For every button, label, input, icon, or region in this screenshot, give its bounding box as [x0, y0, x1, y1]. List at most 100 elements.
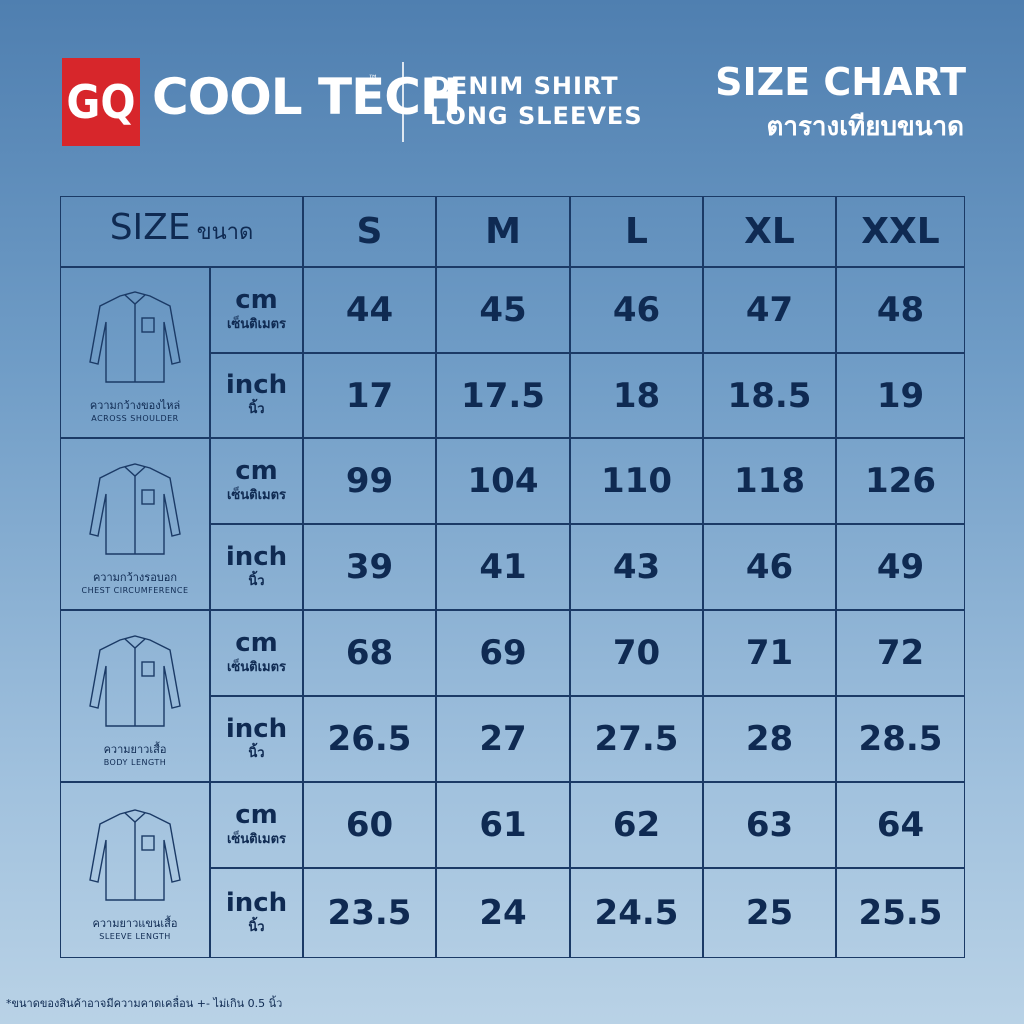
measure-cell: ความกว้างของไหล่ ACROSS SHOULDER [60, 267, 210, 438]
value-cell: 47 [703, 267, 836, 353]
size-header: S [303, 196, 436, 267]
value-cell: 41 [436, 524, 570, 610]
unit-label-th: นิ้ว [248, 573, 265, 589]
size-value: 45 [479, 290, 527, 330]
title: SIZE CHART [715, 60, 966, 104]
unit-label: cm [235, 284, 278, 315]
unit-cell: inch นิ้ว [210, 524, 303, 610]
size-value: 24.5 [594, 893, 679, 933]
value-cell: 110 [570, 438, 703, 524]
size-value: 62 [612, 805, 661, 845]
subtitle: ตารางเทียบขนาด [766, 112, 964, 142]
value-cell: 44 [303, 267, 436, 353]
measure-label-th: ความยาวแขนเสื้อ [92, 916, 178, 930]
unit-label: inch [225, 887, 288, 918]
unit-label-th: เซ็นติเมตร [226, 316, 287, 332]
value-cell: 25 [703, 868, 836, 958]
unit-cell: inch นิ้ว [210, 868, 303, 958]
size-value: 68 [345, 633, 394, 673]
size-value: 47 [745, 290, 794, 330]
value-cell: 18.5 [703, 353, 836, 438]
value-cell: 27 [436, 696, 570, 782]
value-cell: 70 [570, 610, 703, 696]
unit-cell: inch นิ้ว [210, 696, 303, 782]
value-cell: 99 [303, 438, 436, 524]
size-value: 19 [876, 375, 925, 416]
unit-label: cm [235, 799, 278, 830]
value-cell: 48 [836, 267, 965, 353]
size-label: L [625, 211, 648, 252]
unit-label-th: เซ็นติเมตร [226, 487, 287, 503]
value-cell: 17.5 [436, 353, 570, 438]
corner-label: SIZE [109, 207, 191, 248]
size-value: 49 [876, 547, 925, 587]
size-value: 44 [345, 290, 394, 330]
size-value: 63 [745, 805, 794, 845]
size-value: 99 [345, 461, 394, 501]
divider [402, 62, 404, 142]
unit-cell: cm เซ็นติเมตร [210, 782, 303, 868]
size-value: 110 [601, 461, 672, 501]
shirt-icon [89, 808, 181, 901]
value-cell: 24 [436, 868, 570, 958]
size-value: 28.5 [858, 719, 943, 759]
measure-label: SLEEVE LENGTH [99, 931, 171, 941]
size-header: XXL [836, 196, 965, 267]
size-value: 39 [345, 547, 394, 587]
measure-cell: ความกว้างรอบอก CHEST CIRCUMFERENCE [60, 438, 210, 610]
size-label: S [356, 211, 383, 252]
unit-label: cm [235, 627, 278, 658]
unit-cell: cm เซ็นติเมตร [210, 267, 303, 353]
logo: GQ [62, 58, 140, 146]
value-cell: 23.5 [303, 868, 436, 958]
value-cell: 62 [570, 782, 703, 868]
shirt-icon [89, 462, 181, 555]
unit-label: inch [225, 713, 288, 744]
size-value: 43 [612, 547, 661, 587]
size-value: 25 [745, 893, 794, 933]
value-cell: 26.5 [303, 696, 436, 782]
size-value: 104 [467, 461, 539, 501]
size-value: 28 [745, 719, 794, 759]
size-value: 27.5 [594, 719, 679, 759]
size-header: XL [703, 196, 836, 267]
size-value: 72 [876, 633, 925, 673]
value-cell: 25.5 [836, 868, 965, 958]
measure-label: CHEST CIRCUMFERENCE [81, 585, 189, 595]
shirt-icon [89, 634, 181, 727]
size-label: XL [744, 211, 795, 252]
unit-label-th: นิ้ว [248, 745, 265, 761]
unit-cell: cm เซ็นติเมตร [210, 610, 303, 696]
unit-label: inch [225, 370, 288, 400]
value-cell: 49 [836, 524, 965, 610]
shirt-icon [89, 291, 181, 383]
value-cell: 60 [303, 782, 436, 868]
measure-cell: ความยาวแขนเสื้อ SLEEVE LENGTH [60, 782, 210, 958]
size-value: 18.5 [727, 375, 812, 416]
size-header: M [436, 196, 570, 267]
value-cell: 45 [436, 267, 570, 353]
value-cell: 72 [836, 610, 965, 696]
size-header: L [570, 196, 703, 267]
value-cell: 63 [703, 782, 836, 868]
value-cell: 71 [703, 610, 836, 696]
value-cell: 17 [303, 353, 436, 438]
size-value: 70 [612, 633, 661, 673]
measure-label-th: ความยาวเสื้อ [103, 742, 167, 756]
size-label: XXL [861, 211, 940, 252]
size-value: 48 [876, 290, 925, 330]
unit-label: cm [235, 455, 278, 486]
size-value: 118 [734, 461, 805, 501]
value-cell: 18 [570, 353, 703, 438]
value-cell: 24.5 [570, 868, 703, 958]
value-cell: 28 [703, 696, 836, 782]
size-value: 46 [745, 547, 794, 587]
footnote: *ขนาดของสินค้าอาจมีความคาดเคลื่อน +- ไม่… [6, 997, 283, 1010]
size-value: 27 [479, 719, 527, 759]
value-cell: 104 [436, 438, 570, 524]
value-cell: 118 [703, 438, 836, 524]
size-value: 69 [479, 633, 527, 673]
size-value: 18 [612, 375, 661, 416]
measure-cell: ความยาวเสื้อ BODY LENGTH [60, 610, 210, 782]
unit-cell: inch นิ้ว [210, 353, 303, 438]
